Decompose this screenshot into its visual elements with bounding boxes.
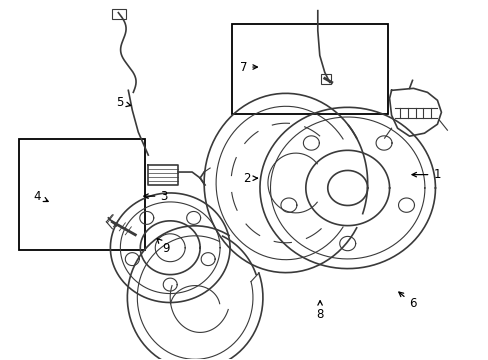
Text: 3: 3	[143, 190, 167, 203]
Bar	[112, 9, 126, 19]
Text: 6: 6	[398, 292, 416, 310]
Text: 5: 5	[116, 96, 130, 109]
Text: 9: 9	[157, 239, 170, 255]
Text: 8: 8	[316, 301, 323, 321]
Bar	[232, 24, 387, 114]
Text: 1: 1	[411, 168, 440, 181]
Text: 2: 2	[243, 172, 257, 185]
Bar	[19, 139, 144, 250]
Bar	[320, 75, 330, 84]
Text: 7: 7	[239, 60, 257, 73]
Text: 4: 4	[34, 190, 48, 203]
